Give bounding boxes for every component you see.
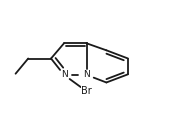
Text: Br: Br [81,86,92,96]
Text: N: N [61,70,67,79]
Text: N: N [83,70,90,79]
